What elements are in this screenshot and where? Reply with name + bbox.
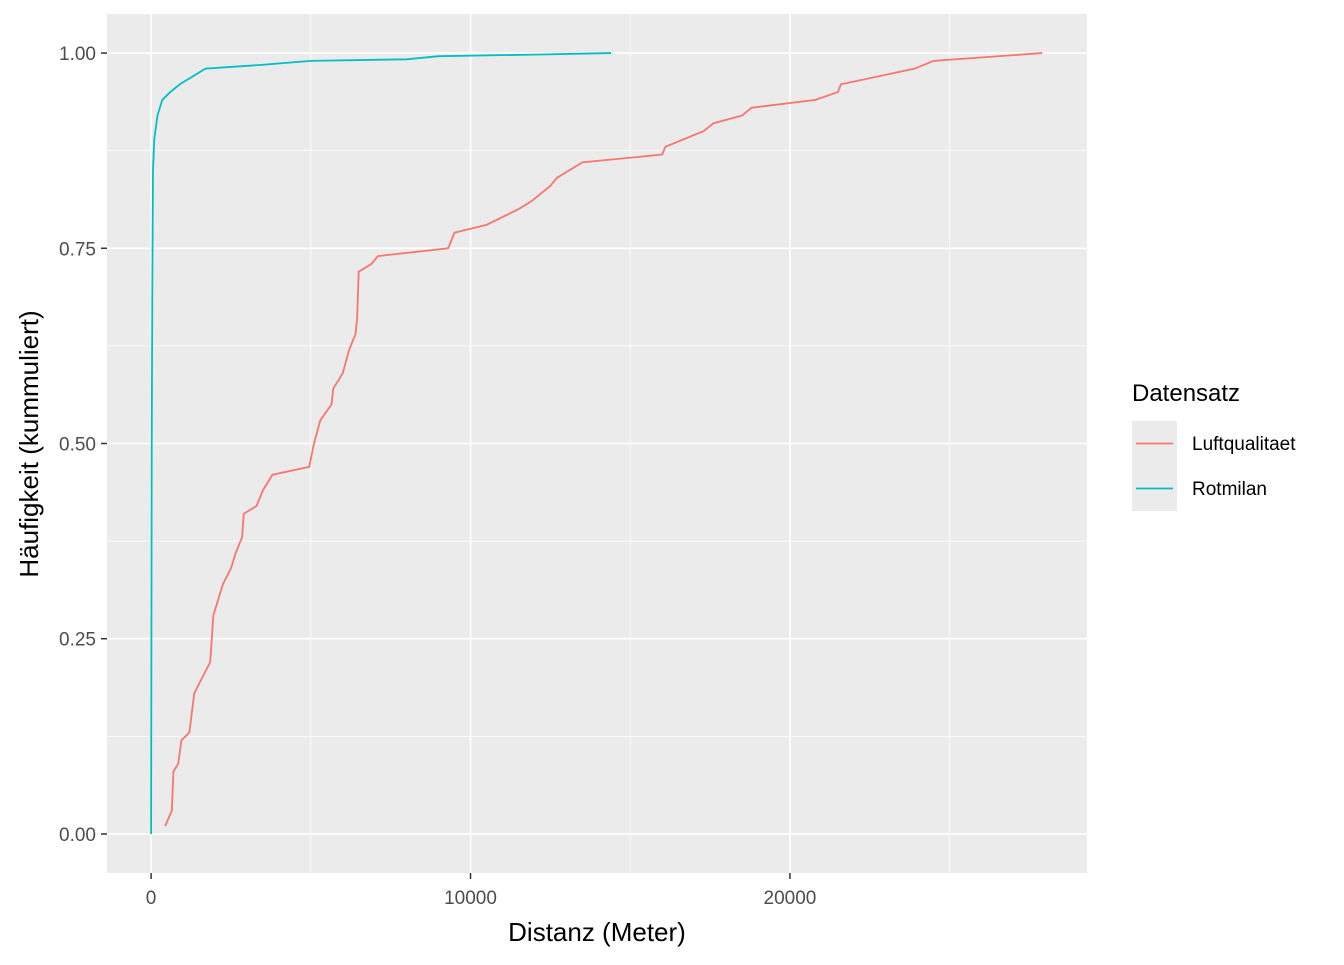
axes: 0 10000 20000 0.00 0.25 0.50 0.75 1.00 bbox=[59, 44, 816, 909]
legend-title: Datensatz bbox=[1132, 380, 1240, 407]
series-line bbox=[164, 52, 1043, 827]
y-tick-label: 0.50 bbox=[59, 435, 96, 456]
legend: Luftqualitaet Rotmilan bbox=[1132, 421, 1296, 511]
legend-label: Luftqualitaet bbox=[1192, 434, 1296, 455]
y-tick-label: 1.00 bbox=[59, 44, 96, 65]
x-tick-label: 10000 bbox=[444, 888, 497, 909]
y-tick-label: 0.75 bbox=[59, 239, 96, 260]
y-tick-label: 0.25 bbox=[59, 630, 96, 651]
x-tick-label: 20000 bbox=[764, 888, 817, 909]
x-tick-label: 0 bbox=[146, 888, 157, 909]
lines bbox=[150, 52, 1043, 834]
y-tick-label: 0.00 bbox=[59, 825, 96, 846]
y-axis-label: Häufigkeit (kummuliert) bbox=[14, 310, 44, 577]
legend-label: Rotmilan bbox=[1192, 479, 1267, 500]
x-axis-label: Distanz (Meter) bbox=[508, 917, 686, 947]
series-line bbox=[150, 52, 612, 834]
